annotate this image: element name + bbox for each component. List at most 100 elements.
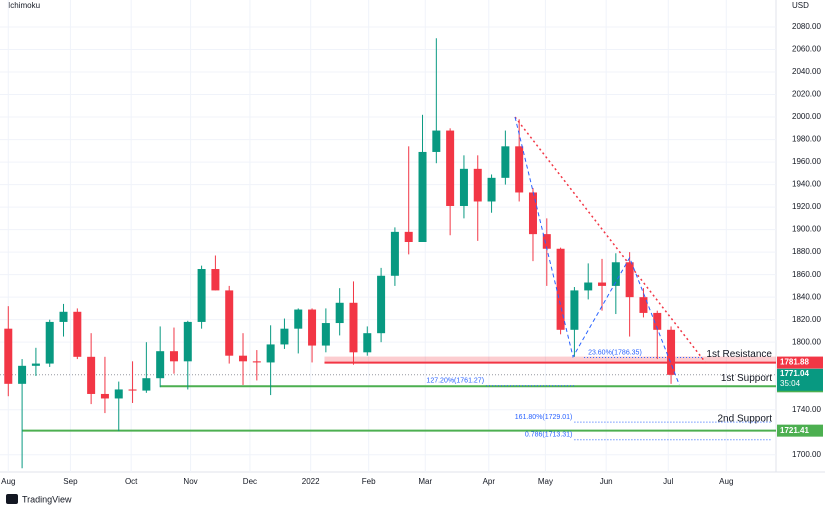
y-tick-label: 2080.00 bbox=[792, 22, 821, 31]
x-tick-label: Aug bbox=[1, 477, 15, 486]
candle-body bbox=[625, 262, 634, 298]
candle-body bbox=[363, 333, 372, 353]
candle-body bbox=[45, 321, 54, 364]
y-tick-label: 1920.00 bbox=[792, 202, 821, 211]
x-tick-label: Feb bbox=[362, 477, 376, 486]
candle-body bbox=[266, 344, 275, 363]
fib-label: 161.80%(1729.01) bbox=[515, 414, 573, 421]
candle-body bbox=[653, 312, 662, 330]
level-label: 2nd Support bbox=[718, 413, 773, 424]
candle-body bbox=[349, 302, 358, 353]
y-tick-label: 1840.00 bbox=[792, 292, 821, 301]
y-tick-label: 1940.00 bbox=[792, 180, 821, 189]
candle-body bbox=[459, 168, 468, 206]
candle-body bbox=[280, 328, 289, 345]
x-tick-label: Jun bbox=[600, 477, 613, 486]
x-tick-label: May bbox=[538, 477, 553, 486]
x-tick-label: Sep bbox=[63, 477, 78, 486]
candle-body bbox=[487, 177, 496, 202]
candle-body bbox=[321, 323, 330, 346]
y-tick-label: 1900.00 bbox=[792, 225, 821, 234]
x-tick-label: Oct bbox=[125, 477, 138, 486]
candle-body bbox=[377, 275, 386, 334]
candle-body bbox=[570, 290, 579, 330]
candle-body bbox=[418, 151, 427, 242]
candle-body bbox=[73, 311, 82, 357]
y-tick-label: 2000.00 bbox=[792, 112, 821, 121]
candle-body bbox=[598, 282, 607, 286]
fib-label: 127.20%(1761.27) bbox=[426, 378, 484, 385]
candle-body bbox=[556, 248, 565, 330]
candle-body bbox=[446, 130, 455, 206]
candle-body bbox=[169, 351, 178, 362]
candle-body bbox=[542, 234, 551, 249]
y-tick-label: 1800.00 bbox=[792, 337, 821, 346]
indicator-name: Ichimoku bbox=[8, 1, 40, 10]
price-label: 1771.04 bbox=[780, 369, 809, 378]
price-label: 1781.88 bbox=[780, 358, 809, 367]
candle-body bbox=[528, 192, 537, 235]
candle-body bbox=[31, 363, 40, 366]
candle-body bbox=[639, 297, 648, 313]
resistance-zone bbox=[324, 356, 776, 363]
candle-body bbox=[59, 311, 68, 322]
y-tick-label: 2040.00 bbox=[792, 67, 821, 76]
y-tick-label: 1820.00 bbox=[792, 315, 821, 324]
y-tick-label: 2060.00 bbox=[792, 45, 821, 54]
x-tick-label: Jul bbox=[663, 477, 673, 486]
candle-body bbox=[100, 393, 109, 399]
candle-body bbox=[252, 361, 261, 363]
candle-body bbox=[473, 168, 482, 202]
price-label-box bbox=[777, 424, 823, 437]
brand: TradingView bbox=[22, 494, 72, 504]
candle-body bbox=[239, 355, 248, 362]
candle-body bbox=[294, 309, 303, 329]
price-label: 1721.41 bbox=[780, 426, 809, 435]
fib-label: 0.786(1713.31) bbox=[525, 432, 572, 439]
y-tick-label: 1860.00 bbox=[792, 270, 821, 279]
price-label-box bbox=[777, 368, 823, 391]
candle-body bbox=[4, 328, 13, 384]
logo bbox=[6, 494, 18, 504]
candle-body bbox=[128, 389, 137, 391]
x-tick-label: Mar bbox=[418, 477, 432, 486]
candle-body bbox=[667, 329, 676, 375]
candle-body bbox=[404, 231, 413, 242]
candle-body bbox=[18, 365, 27, 384]
x-tick-label: Apr bbox=[483, 477, 496, 486]
x-tick-label: 2022 bbox=[302, 477, 320, 486]
candle-body bbox=[197, 269, 206, 322]
price-label-box bbox=[777, 356, 823, 369]
countdown: 35:04 bbox=[780, 379, 801, 388]
pattern bbox=[514, 116, 680, 386]
candle-body bbox=[335, 302, 344, 324]
y-tick-label: 1960.00 bbox=[792, 157, 821, 166]
candle-body bbox=[432, 130, 441, 152]
level-label: 1st Resistance bbox=[706, 349, 772, 360]
trendline bbox=[514, 116, 707, 364]
candle-body bbox=[515, 146, 524, 193]
candle-body bbox=[501, 146, 510, 178]
level-label: 1st Support bbox=[721, 373, 772, 384]
candle-body bbox=[183, 321, 192, 362]
x-tick-label: Aug bbox=[719, 477, 733, 486]
candle-body bbox=[211, 269, 220, 291]
fib-label: 23.60%(1786.35) bbox=[588, 349, 642, 356]
candle-body bbox=[156, 351, 165, 379]
candle-body bbox=[142, 378, 151, 391]
candle-body bbox=[114, 389, 123, 399]
currency: USD bbox=[792, 1, 809, 10]
y-tick-label: 2020.00 bbox=[792, 90, 821, 99]
x-tick-label: Nov bbox=[183, 477, 197, 486]
candle-body bbox=[584, 282, 593, 291]
candle-body bbox=[225, 290, 234, 356]
y-tick-label: 1980.00 bbox=[792, 135, 821, 144]
y-tick-label: 1700.00 bbox=[792, 450, 821, 459]
y-tick-label: 1740.00 bbox=[792, 405, 821, 414]
candle-body bbox=[87, 356, 96, 394]
candle-body bbox=[308, 309, 317, 346]
candle-body bbox=[390, 231, 399, 276]
y-tick-label: 1880.00 bbox=[792, 247, 821, 256]
